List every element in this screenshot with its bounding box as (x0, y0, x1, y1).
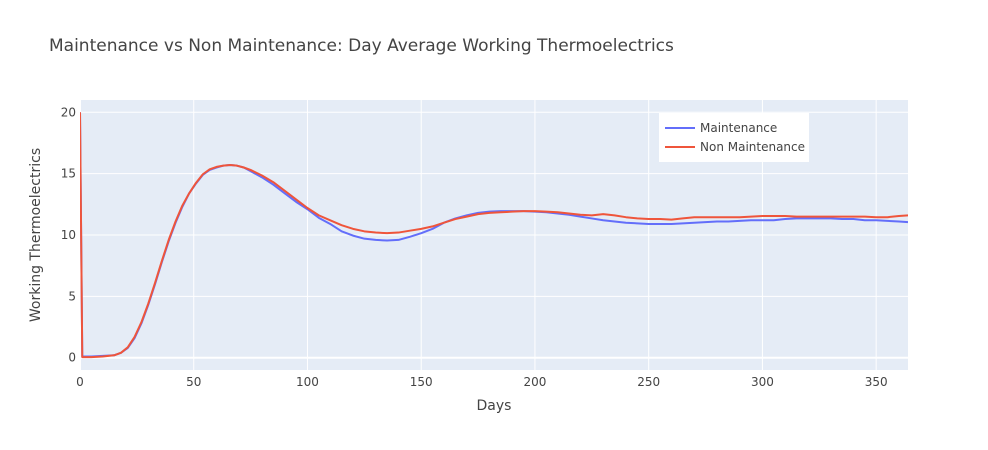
grid (79, 100, 908, 370)
chart-title: Maintenance vs Non Maintenance: Day Aver… (49, 36, 674, 56)
series-lines (80, 112, 908, 359)
x-tick-label: 350 (865, 375, 888, 389)
x-tick-label: 100 (296, 375, 319, 389)
x-tick-label: 150 (410, 375, 433, 389)
y-tick-label: 15 (61, 167, 76, 181)
x-tick-labels: 0 50 100 150 200 250 300 350 (76, 375, 887, 389)
y-tick-label: 5 (68, 289, 76, 303)
x-tick-label: 250 (637, 375, 660, 389)
y-axis-title: Working Thermoelectrics (28, 148, 44, 322)
y-tick-label: 20 (61, 105, 76, 119)
legend-label-non-maintenance[interactable]: Non Maintenance (700, 140, 805, 154)
x-tick-label: 200 (523, 375, 546, 389)
series-line-non-maintenance[interactable] (80, 112, 908, 359)
x-tick-label: 50 (186, 375, 201, 389)
x-tick-label: 0 (76, 375, 84, 389)
legend-label-maintenance[interactable]: Maintenance (700, 121, 777, 135)
x-tick-label: 300 (751, 375, 774, 389)
legend-box (659, 113, 809, 162)
y-tick-labels: 0 5 10 15 20 (61, 105, 76, 364)
x-axis-title: Days (477, 398, 512, 414)
y-tick-label: 0 (68, 351, 76, 365)
legend[interactable]: Maintenance Non Maintenance (659, 113, 809, 162)
y-tick-label: 10 (61, 228, 76, 242)
